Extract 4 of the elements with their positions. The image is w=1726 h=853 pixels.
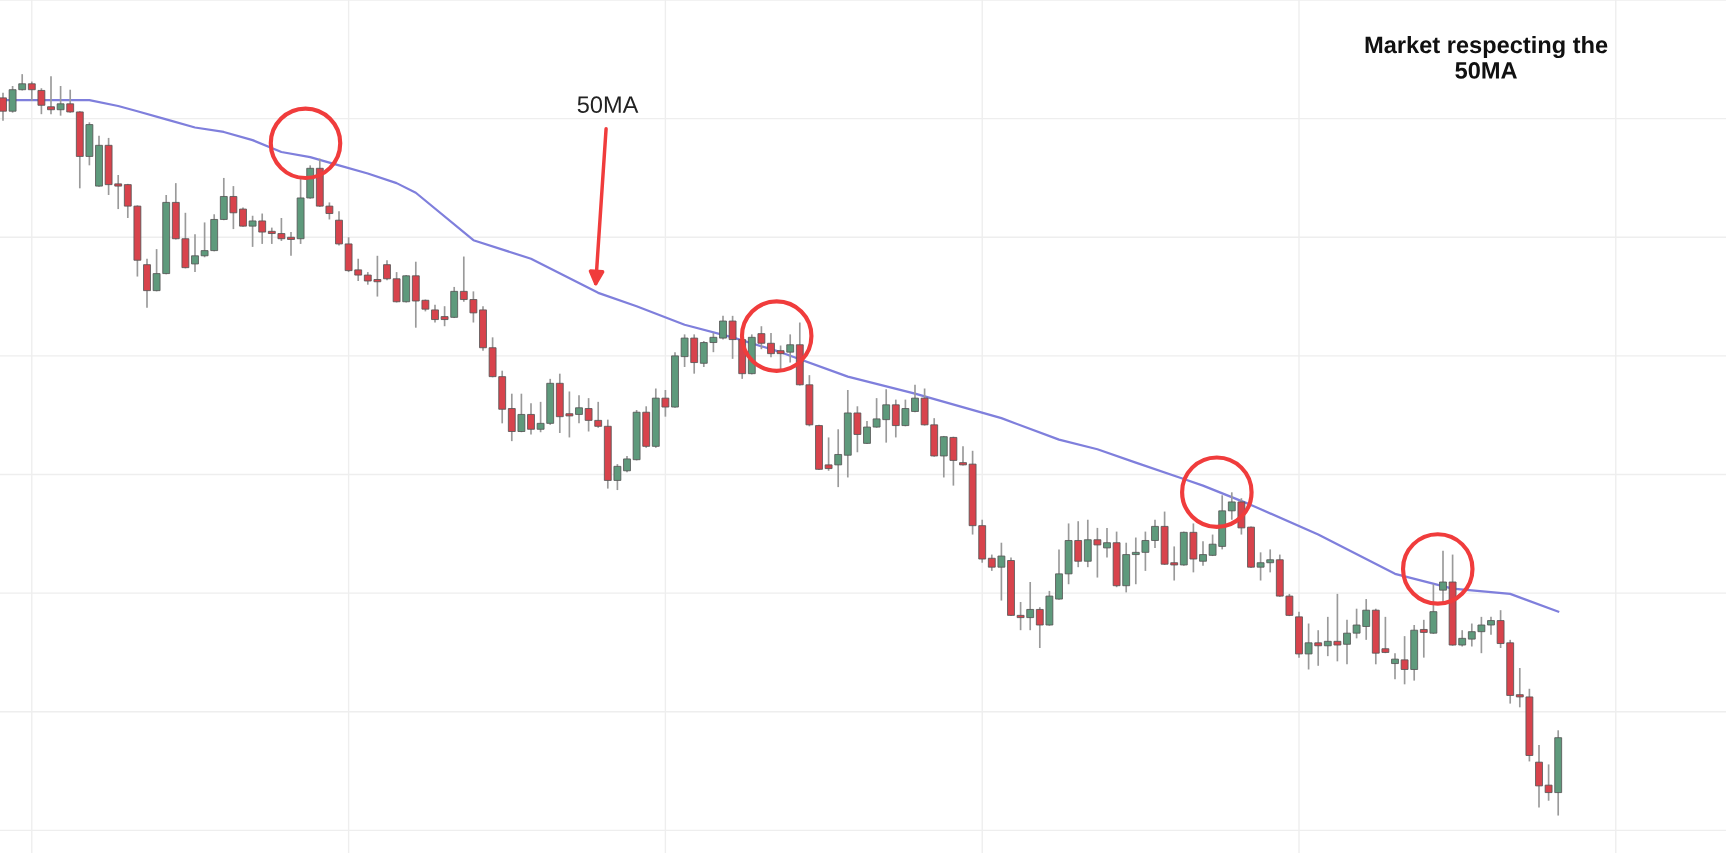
candlestick — [37, 87, 46, 116]
candlestick — [27, 80, 36, 102]
chart-title: Market respecting the 50MA — [1365, 35, 1608, 79]
annotation: 50MA — [577, 96, 639, 114]
